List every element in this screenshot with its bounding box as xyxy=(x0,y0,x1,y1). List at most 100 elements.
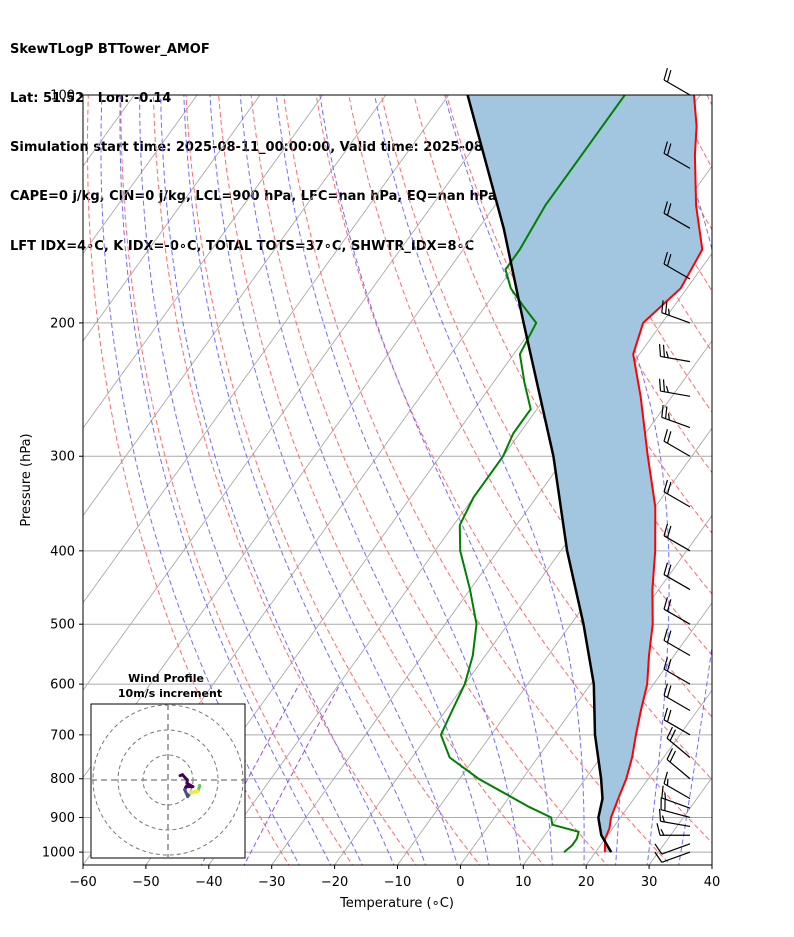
wind-barb-flag xyxy=(663,771,668,784)
moist-adiabat xyxy=(139,95,363,865)
wind-barb-staff xyxy=(663,783,691,800)
moist-adiabat xyxy=(119,95,332,865)
wind-barb-flag xyxy=(666,748,673,760)
wind-barb-flag xyxy=(663,141,668,154)
wind-barb-flag xyxy=(654,843,663,855)
moist-adiabat xyxy=(100,95,300,865)
wind-barb-flag xyxy=(666,685,672,698)
wind-barb-staff xyxy=(660,355,691,363)
wind-barb-staff xyxy=(660,820,691,828)
isotherm-gridline xyxy=(585,689,712,865)
wind-barb-flag xyxy=(666,726,673,739)
chart-title: SkewTLogP BTTower_AMOF xyxy=(10,41,210,57)
y-tick-label: 800 xyxy=(50,772,75,787)
wind-barb-flag xyxy=(663,67,668,81)
dry-adiabat xyxy=(380,95,712,718)
wind-barb-flag xyxy=(666,564,672,577)
wind-barb-staff xyxy=(660,809,691,819)
dry-adiabat xyxy=(250,95,608,865)
wind-barb-flag xyxy=(654,851,663,863)
wind-barb xyxy=(658,808,691,828)
y-tick-label: 200 xyxy=(50,316,75,331)
wind-barb xyxy=(663,771,691,800)
wind-barb-flag xyxy=(661,404,664,418)
wind-barb-flag xyxy=(663,628,668,641)
wind-barb-staff xyxy=(663,152,691,169)
moist-adiabat xyxy=(319,95,553,865)
wind-barb-staff xyxy=(663,719,691,736)
x-tick-label: −50 xyxy=(132,875,159,890)
wind-barb-flag xyxy=(658,378,662,392)
wind-barb-staff xyxy=(663,491,691,508)
wind-barb xyxy=(663,657,691,685)
isotherm-gridline xyxy=(83,95,261,342)
y-tick-label: 600 xyxy=(50,678,75,693)
wind-barb-flag xyxy=(666,630,672,643)
wind-barb xyxy=(663,67,691,96)
wind-barb-flag xyxy=(663,479,668,493)
x-tick-label: 0 xyxy=(456,875,464,890)
wind-barb xyxy=(663,201,691,229)
wind-barb xyxy=(660,797,691,819)
wind-barb-flag xyxy=(658,344,662,357)
isotherm-gridline xyxy=(83,95,387,517)
wind-barb-flag xyxy=(666,659,672,672)
wind-barb xyxy=(658,344,691,363)
wind-barb xyxy=(658,378,691,397)
x-tick-label: −20 xyxy=(321,875,348,890)
y-tick-label: 100 xyxy=(50,89,75,104)
wind-barb-staff xyxy=(663,694,691,711)
moist-adiabat xyxy=(160,95,395,865)
indices-line-1: CAPE=0 j/kg, CIN=0 j/kg, LCL=900 hPa, LF… xyxy=(10,189,497,205)
wind-barb xyxy=(663,429,691,457)
wind-barb-flag xyxy=(663,523,668,536)
wind-barb-flag xyxy=(656,823,661,836)
wind-barb xyxy=(666,726,691,758)
x-tick-label: −30 xyxy=(258,875,285,890)
dry-adiabat xyxy=(543,95,712,413)
wind-barb-flag xyxy=(666,481,672,495)
wind-barb-flag xyxy=(663,201,668,214)
wind-barb xyxy=(663,523,691,552)
x-tick-label: −60 xyxy=(69,875,96,890)
inset-title: Wind Profile xyxy=(128,672,204,685)
x-tick-label: 40 xyxy=(704,875,721,890)
wind-barb xyxy=(663,707,691,736)
wind-barb-staff xyxy=(666,737,691,758)
wind-barb-staff xyxy=(661,843,691,855)
y-tick-label: 1000 xyxy=(42,846,75,861)
isotherm-gridline xyxy=(83,95,512,692)
wind-barb xyxy=(663,479,691,508)
wind-barb xyxy=(654,851,691,863)
inset-plot-area xyxy=(91,704,245,858)
wind-barb xyxy=(663,628,691,657)
wind-barb-flag xyxy=(663,429,668,442)
dry-adiabat xyxy=(152,95,417,865)
isotherm-gridline xyxy=(460,514,712,865)
wind-barb-staff xyxy=(663,608,691,625)
cin-shaded-area xyxy=(467,95,703,853)
wind-barb xyxy=(661,785,691,809)
isotherm-gridline xyxy=(0,95,71,865)
isotherm-gridline xyxy=(775,95,794,865)
wind-barb-flag xyxy=(664,792,667,800)
wind-barb-flag xyxy=(665,385,669,393)
wind-barb-staff xyxy=(661,312,691,324)
wind-barb xyxy=(656,823,690,836)
wind-barb-flag xyxy=(662,379,665,392)
wind-barb-staff xyxy=(661,797,691,809)
wind-barb-staff xyxy=(661,416,691,429)
y-tick-label: 500 xyxy=(50,618,75,633)
wind-barb-staff xyxy=(663,79,691,96)
wind-barb-flag xyxy=(666,143,672,156)
wind-barb-flag xyxy=(666,253,672,267)
temperature-line xyxy=(603,95,704,853)
wind-barb-staff xyxy=(663,640,691,657)
dry-adiabat xyxy=(706,95,712,106)
wind-barb-flag xyxy=(669,750,677,763)
moist-adiabat xyxy=(183,95,427,865)
dry-adiabat xyxy=(218,95,545,865)
wind-barb-flag xyxy=(660,828,665,836)
y-axis-label: Pressure (hPa) xyxy=(19,433,34,526)
